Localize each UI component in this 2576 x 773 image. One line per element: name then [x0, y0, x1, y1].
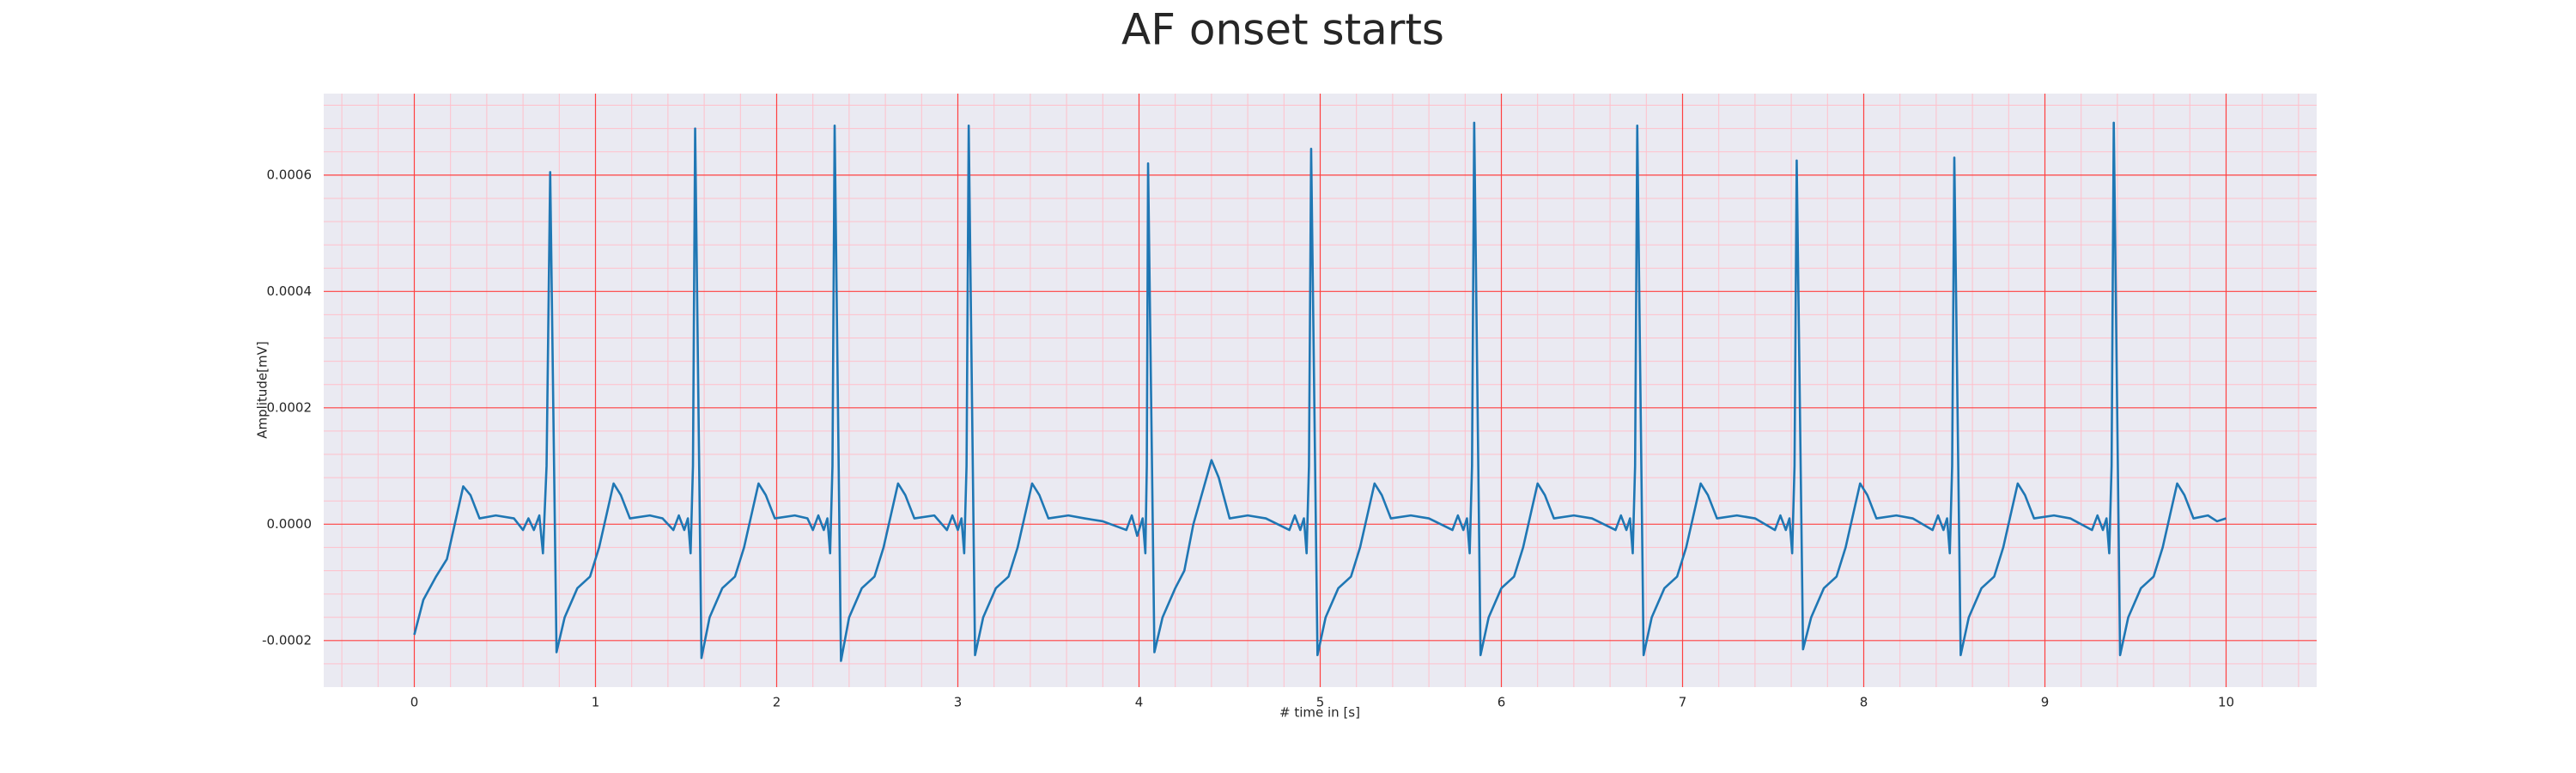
x-tick-label: 4 — [1135, 695, 1144, 710]
y-tick-label: 0.0006 — [267, 167, 313, 182]
x-axis-label: # time in [s] — [1279, 705, 1360, 721]
y-tick-label: 0.0002 — [267, 399, 313, 415]
x-tick-label: 3 — [954, 695, 963, 710]
x-tick-label: 1 — [592, 695, 600, 710]
x-tick-label: 10 — [2218, 695, 2234, 710]
x-tick-label: 6 — [1498, 695, 1506, 710]
y-tick-label: -0.0002 — [262, 632, 312, 648]
ecg-line — [413, 121, 2227, 662]
chart-title: AF onset starts — [1121, 5, 1444, 55]
x-tick-label: 5 — [1316, 695, 1325, 710]
x-tick-label: 7 — [1679, 695, 1687, 710]
x-tick-label: 9 — [2041, 695, 2050, 710]
y-tick-label: 0.0004 — [267, 283, 313, 299]
x-tick-label: 2 — [773, 695, 781, 710]
x-tick-label: 0 — [410, 695, 419, 710]
y-tick-label: 0.0000 — [267, 516, 313, 532]
x-tick-label: 8 — [1860, 695, 1868, 710]
y-axis-label: Amplitude[mV] — [255, 341, 270, 438]
